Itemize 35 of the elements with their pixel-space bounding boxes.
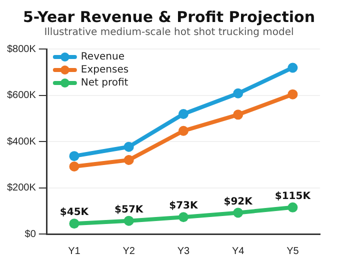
point <box>288 62 298 73</box>
data-label: $115K <box>274 191 312 202</box>
y-tick-label: $800K <box>6 44 36 55</box>
point <box>288 202 298 212</box>
point <box>233 110 244 120</box>
point <box>69 161 80 172</box>
x-tick-label: Y1 <box>68 246 81 257</box>
point <box>124 142 134 152</box>
y-tick-label: $600K <box>6 90 36 101</box>
point <box>124 155 134 165</box>
chart-title: 5-Year Revenue & Profit Projection <box>22 8 316 26</box>
point <box>178 108 188 119</box>
legend-label: Expenses <box>80 64 129 76</box>
point <box>288 89 298 100</box>
point <box>69 218 80 229</box>
point <box>124 216 134 226</box>
data-label: $57K <box>114 204 144 216</box>
x-tick-label: Y5 <box>286 246 300 257</box>
x-tick-label: Y3 <box>177 246 190 257</box>
point <box>69 151 80 162</box>
data-label: $73K <box>169 200 200 212</box>
legend-label: Net profit <box>80 78 128 89</box>
data-label: $92K <box>224 196 254 208</box>
point <box>178 212 188 222</box>
legend-label: Revenue <box>80 52 124 63</box>
y-tick-label: $400K <box>6 136 36 148</box>
point <box>233 208 244 218</box>
chart-subtitle: Illustrative medium-scale hot shot trucking model <box>43 26 295 40</box>
point <box>233 88 244 98</box>
x-tick-label: Y4 <box>232 246 245 257</box>
data-label: $45K <box>60 207 90 218</box>
point <box>178 126 188 136</box>
x-tick-label: Y2 <box>122 246 136 257</box>
y-tick-label: $200K <box>6 182 36 194</box>
y-tick-label: $0 <box>24 228 36 240</box>
